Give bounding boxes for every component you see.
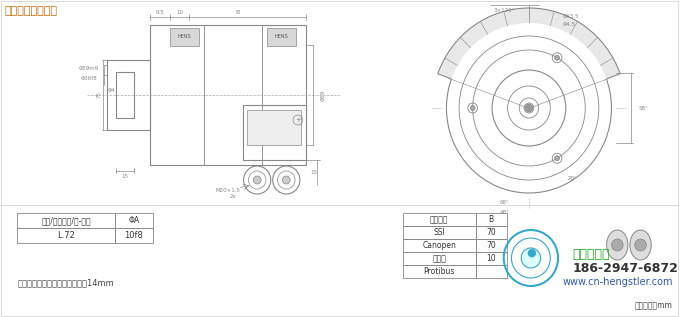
Text: 58°: 58° [638, 106, 648, 111]
Text: Φ4: Φ4 [108, 87, 116, 93]
Text: HENS: HENS [274, 35, 288, 40]
Text: Φ4.5: Φ4.5 [563, 23, 576, 28]
Text: 单位尺寸：mm: 单位尺寸：mm [635, 301, 673, 310]
Text: 15: 15 [122, 174, 129, 179]
Bar [475, 213, 507, 226]
Text: 电气接口: 电气接口 [430, 215, 449, 224]
Text: 10: 10 [176, 10, 183, 15]
Bar [170, 28, 199, 46]
Text: 9.5: 9.5 [156, 10, 164, 15]
Bar [18, 228, 115, 243]
Wedge shape [452, 23, 606, 108]
Text: ΦA: ΦA [128, 216, 139, 225]
Text: 推荐的电缆密封管的螺纹长度：14mm: 推荐的电缆密封管的螺纹长度：14mm [18, 279, 114, 288]
Bar [150, 25, 306, 165]
Bar [402, 213, 475, 226]
Text: 15: 15 [310, 170, 317, 174]
Text: ●: ● [526, 248, 536, 258]
Wedge shape [438, 8, 620, 108]
Bar [115, 213, 153, 228]
Circle shape [611, 239, 623, 251]
Text: 186-2947-6872: 186-2947-6872 [573, 262, 678, 275]
Text: SSI: SSI [433, 228, 445, 237]
Text: 10f8: 10f8 [125, 231, 144, 240]
Text: 模拟量: 模拟量 [432, 254, 446, 263]
Bar [402, 239, 475, 252]
Text: 安装/防护等级/轴-代码: 安装/防护等级/轴-代码 [41, 216, 91, 225]
Text: www.cn-hengstler.com: www.cn-hengstler.com [563, 277, 673, 287]
Text: 75: 75 [97, 92, 102, 99]
Text: Φ63.5: Φ63.5 [563, 15, 580, 20]
Bar [402, 226, 475, 239]
Bar [18, 213, 115, 228]
Bar [475, 226, 507, 239]
Circle shape [522, 248, 540, 268]
Bar [107, 60, 150, 130]
Bar [267, 28, 296, 46]
Circle shape [554, 156, 559, 161]
Bar [243, 105, 306, 160]
Text: 68°: 68° [500, 200, 510, 205]
Ellipse shape [607, 230, 628, 260]
Text: 48°: 48° [500, 210, 510, 216]
Text: Φ59m9: Φ59m9 [79, 66, 99, 70]
Circle shape [635, 239, 646, 251]
Circle shape [282, 176, 290, 184]
Text: B: B [489, 215, 493, 224]
Text: Canopen: Canopen [422, 241, 456, 250]
Bar [475, 265, 507, 278]
Bar [116, 72, 134, 118]
Text: Φ59: Φ59 [321, 89, 326, 100]
Bar [402, 265, 475, 278]
Text: Φ36f8: Φ36f8 [81, 75, 98, 81]
Text: 2x: 2x [230, 195, 237, 199]
Text: +: + [295, 117, 301, 123]
Circle shape [525, 104, 533, 112]
Bar [402, 252, 475, 265]
Text: HENS: HENS [178, 35, 191, 40]
Text: L.72: L.72 [57, 231, 75, 240]
Text: 10: 10 [486, 254, 496, 263]
Text: 连接：径向双输出: 连接：径向双输出 [5, 6, 58, 16]
Circle shape [470, 106, 475, 111]
Bar [475, 252, 507, 265]
Bar [248, 110, 301, 145]
Text: Protibus: Protibus [424, 267, 455, 276]
Text: 3×120°: 3×120° [494, 9, 515, 14]
Text: 70: 70 [486, 241, 496, 250]
Text: 西安德迈纺: 西安德迈纺 [573, 249, 610, 262]
Text: B: B [236, 10, 240, 15]
Text: 70: 70 [486, 228, 496, 237]
Bar [115, 228, 153, 243]
Ellipse shape [630, 230, 651, 260]
Circle shape [253, 176, 261, 184]
Text: 20°: 20° [568, 176, 578, 180]
Text: M20×1.5: M20×1.5 [216, 187, 241, 192]
Bar [475, 239, 507, 252]
Circle shape [554, 55, 559, 60]
